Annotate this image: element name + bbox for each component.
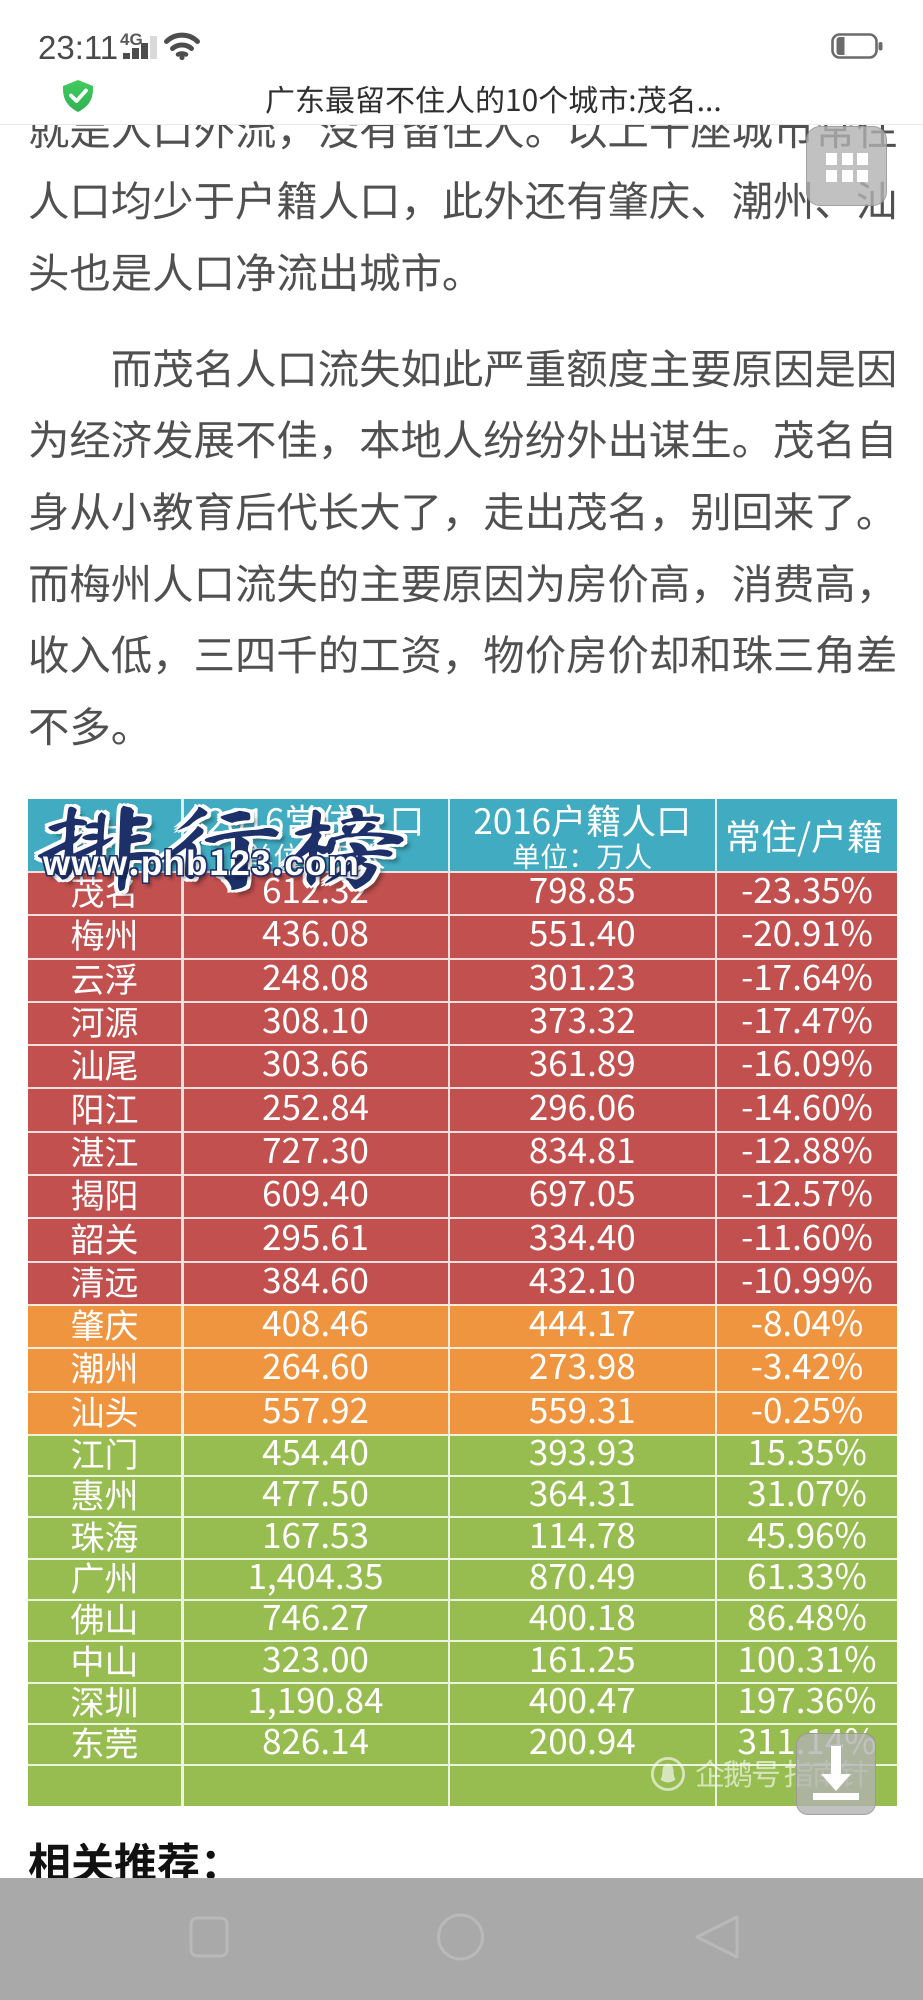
svg-text:4G: 4G bbox=[120, 30, 143, 49]
